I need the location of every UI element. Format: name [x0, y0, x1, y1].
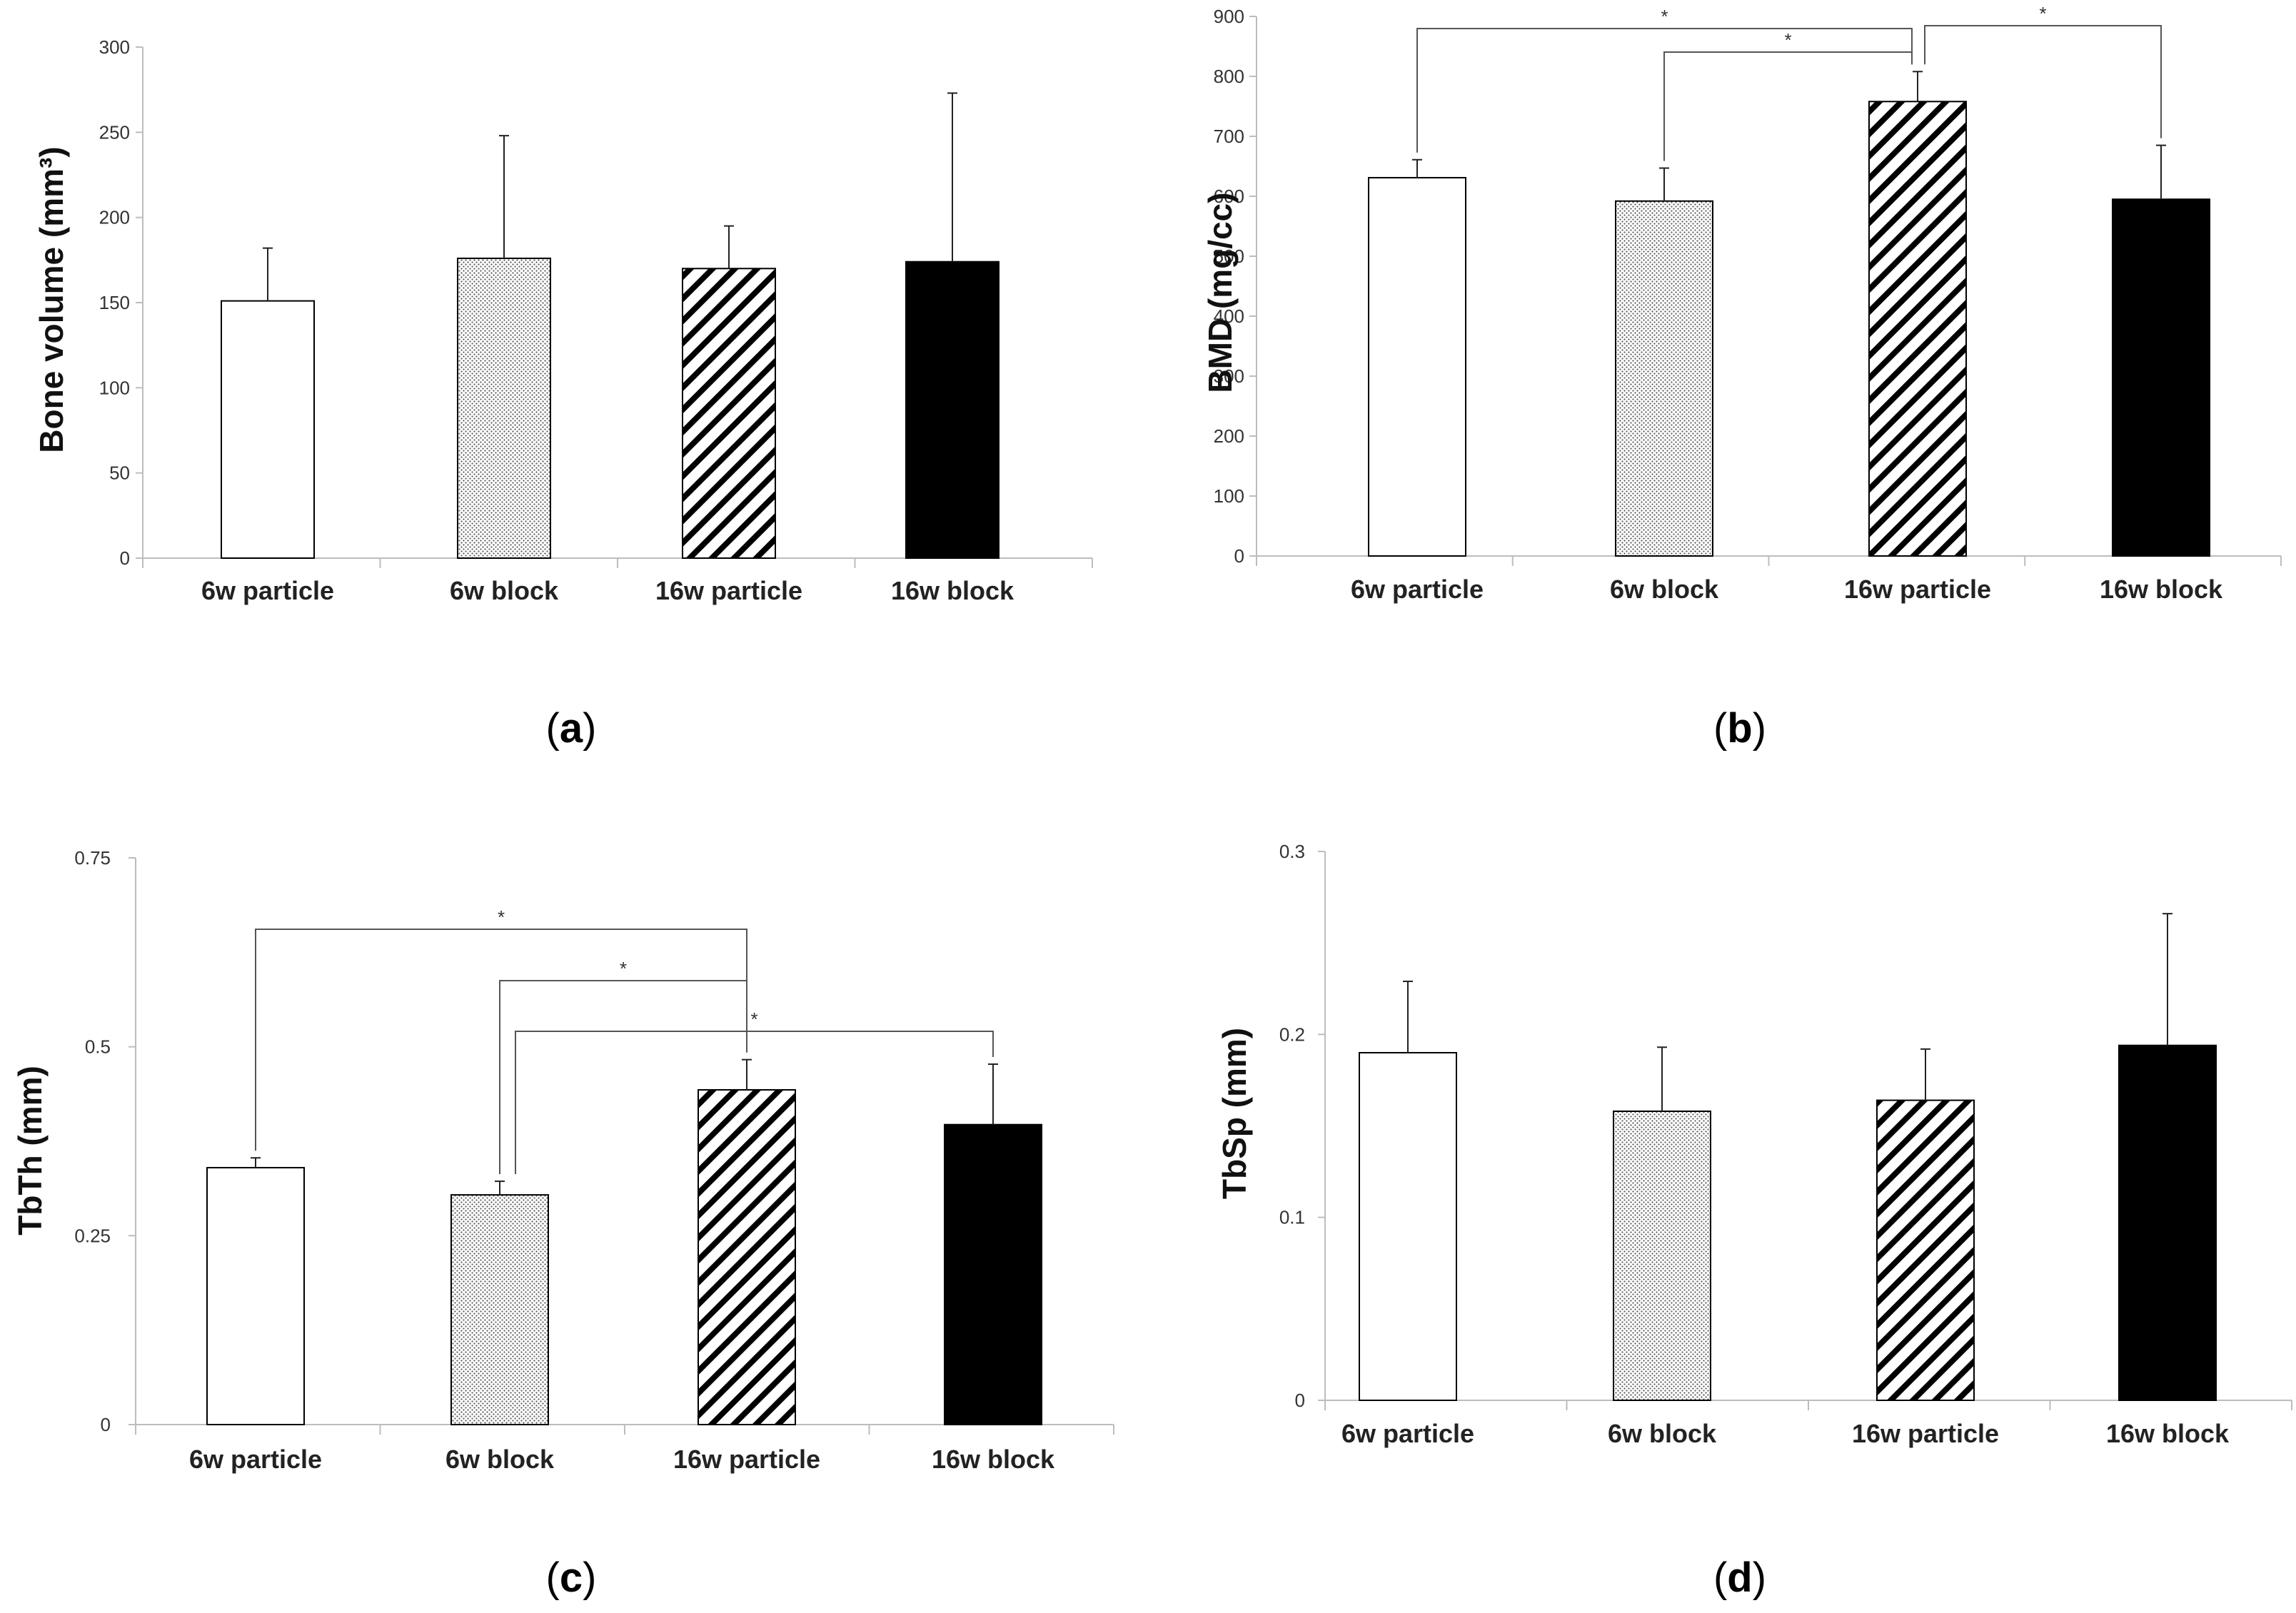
y-tick-label: 0.1 — [1279, 1207, 1305, 1228]
bar-16w-particle — [1868, 101, 1967, 557]
panel-label: (a) — [546, 705, 597, 752]
x-category-label: 16w particle — [1852, 1419, 1999, 1448]
y-tick-label: 200 — [99, 207, 130, 228]
y-axis-label: Bone volume (mm³) — [33, 146, 70, 452]
chart-panel-b: 0 100 200 300 400 500 600 700 800 900 6w particle 6… — [1202, 3, 2282, 752]
significance-bracket — [515, 1031, 994, 1175]
bar-16w-block — [905, 261, 1000, 559]
significance-star: * — [1784, 29, 1791, 51]
x-category-label: 16w block — [891, 576, 1014, 605]
y-tick-label: 200 — [1214, 425, 1244, 447]
y-tick-label: 0.25 — [74, 1225, 111, 1246]
bar-6w-particle — [1359, 1051, 1457, 1401]
y-tick-label: 100 — [99, 377, 130, 398]
significance-bracket — [1663, 51, 1913, 161]
bar-16w-particle — [1876, 1099, 1975, 1401]
significance-star: * — [2039, 3, 2046, 24]
bar-6w-block — [1615, 200, 1713, 557]
bar-16w-particle — [698, 1089, 796, 1425]
bar-6w-particle — [1368, 176, 1466, 557]
y-tick-label: 250 — [99, 121, 130, 143]
significance-star: * — [620, 958, 627, 979]
x-category-label: 6w particle — [201, 576, 334, 605]
significance-bracket — [1924, 25, 2162, 138]
chart-panel-a: 0 50 100 150 200 250 300 6w particle 6w block 16w… — [33, 36, 1093, 752]
bar-6w-block — [450, 1194, 549, 1425]
x-category-label: 16w particle — [673, 1445, 820, 1474]
bar-6w-particle — [206, 1167, 305, 1425]
y-tick-label: 300 — [1214, 365, 1244, 387]
y-tick-label: 150 — [99, 292, 130, 313]
y-tick-label: 0.2 — [1279, 1023, 1305, 1045]
significance-bracket — [499, 980, 747, 1175]
y-tick-label: 300 — [99, 36, 130, 58]
y-tick-label: 0 — [120, 547, 130, 569]
y-tick-label: 0.5 — [85, 1036, 111, 1058]
y-tick-label: 500 — [1214, 246, 1244, 267]
chart-panel-d: 0 0.1 0.2 0.3 6w particle 6w block 16w particl… — [1216, 841, 2292, 1601]
x-category-label: 6w particle — [1341, 1419, 1474, 1448]
x-category-label: 16w block — [932, 1445, 1055, 1474]
significance-bracket — [1416, 28, 1913, 153]
x-category-label: 6w block — [1608, 1419, 1717, 1448]
y-axis-label: TbSp (mm) — [1216, 1028, 1253, 1199]
bar-16w-block — [2118, 1044, 2217, 1402]
x-category-label: 6w block — [445, 1445, 555, 1474]
bar-16w-block — [944, 1123, 1042, 1426]
bar-16w-block — [2112, 198, 2210, 557]
x-category-label: 6w particle — [189, 1445, 322, 1474]
y-tick-label: 0.75 — [74, 847, 111, 869]
y-tick-label: 100 — [1214, 485, 1244, 507]
significance-bracket — [255, 929, 747, 1151]
y-tick-label: 400 — [1214, 305, 1244, 327]
y-tick-label: 50 — [109, 462, 130, 484]
x-category-label: 16w block — [2100, 575, 2223, 604]
y-tick-label: 900 — [1214, 6, 1244, 27]
y-tick-label: 600 — [1214, 186, 1244, 207]
bar-16w-particle — [682, 268, 776, 559]
x-category-label: 16w particle — [1844, 575, 1991, 604]
significance-star: * — [1661, 6, 1668, 27]
y-tick-label: 800 — [1214, 66, 1244, 87]
x-category-label: 6w block — [450, 576, 559, 605]
y-tick-label: 0 — [1234, 545, 1244, 567]
y-axis-label: TbTh (mm) — [11, 1066, 49, 1235]
x-category-label: 16w particle — [655, 576, 802, 605]
x-category-label: 6w particle — [1351, 575, 1484, 604]
y-tick-label: 0 — [101, 1414, 111, 1435]
panel-label: (d) — [1713, 1554, 1766, 1601]
chart-panel-c: 0 0.25 0.5 0.75 6w particle 6w block 16w parti… — [11, 847, 1114, 1601]
significance-star: * — [750, 1008, 757, 1030]
y-tick-label: 700 — [1214, 126, 1244, 147]
panel-label: (b) — [1713, 705, 1766, 752]
y-tick-label: 0 — [1295, 1390, 1305, 1411]
bar-6w-block — [1613, 1110, 1711, 1401]
y-axis-label: BMD (mg/cc) — [1202, 192, 1239, 393]
significance-star: * — [498, 906, 505, 928]
y-tick-label: 0.3 — [1279, 841, 1305, 862]
panel-label: (c) — [546, 1554, 597, 1601]
bar-6w-particle — [221, 300, 315, 559]
bar-6w-block — [457, 257, 551, 559]
x-category-label: 16w block — [2106, 1419, 2230, 1448]
x-category-label: 6w block — [1610, 575, 1719, 604]
